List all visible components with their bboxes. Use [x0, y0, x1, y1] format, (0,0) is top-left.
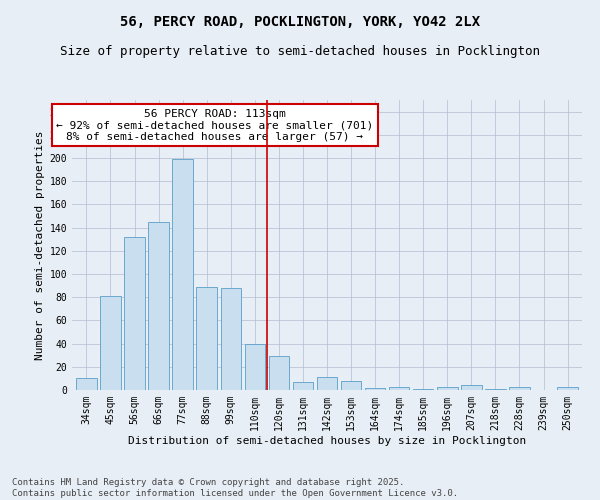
Bar: [557, 386, 578, 390]
Text: 56, PERCY ROAD, POCKLINGTON, YORK, YO42 2LX: 56, PERCY ROAD, POCKLINGTON, YORK, YO42 …: [120, 15, 480, 29]
Text: Contains HM Land Registry data © Crown copyright and database right 2025.
Contai: Contains HM Land Registry data © Crown c…: [12, 478, 458, 498]
Bar: [341, 380, 361, 390]
Bar: [461, 386, 482, 390]
X-axis label: Distribution of semi-detached houses by size in Pocklington: Distribution of semi-detached houses by …: [128, 436, 526, 446]
Bar: [245, 344, 265, 390]
Bar: [124, 237, 145, 390]
Bar: [196, 287, 217, 390]
Bar: [100, 296, 121, 390]
Bar: [293, 382, 313, 390]
Text: 56 PERCY ROAD: 113sqm
← 92% of semi-detached houses are smaller (701)
8% of semi: 56 PERCY ROAD: 113sqm ← 92% of semi-deta…: [56, 108, 373, 142]
Bar: [172, 159, 193, 390]
Bar: [413, 389, 433, 390]
Bar: [76, 378, 97, 390]
Bar: [148, 222, 169, 390]
Bar: [269, 356, 289, 390]
Bar: [365, 388, 385, 390]
Bar: [389, 386, 409, 390]
Y-axis label: Number of semi-detached properties: Number of semi-detached properties: [35, 130, 46, 360]
Bar: [509, 386, 530, 390]
Bar: [317, 377, 337, 390]
Bar: [221, 288, 241, 390]
Bar: [437, 386, 458, 390]
Bar: [485, 389, 506, 390]
Text: Size of property relative to semi-detached houses in Pocklington: Size of property relative to semi-detach…: [60, 45, 540, 58]
